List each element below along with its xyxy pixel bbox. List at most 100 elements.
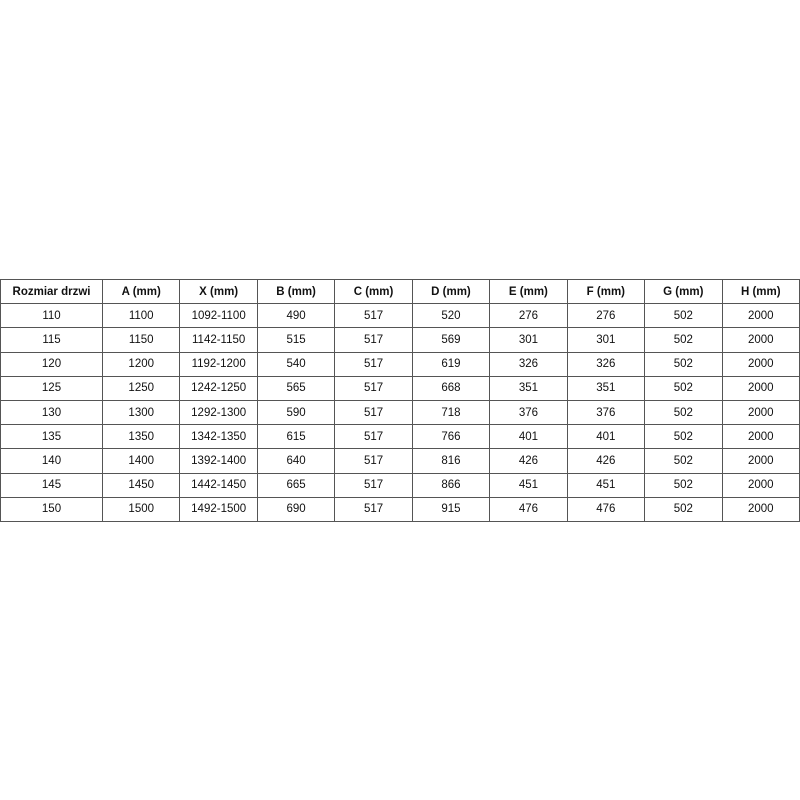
table-row: 145 1450 1442-1450 665 517 866 451 451 502 2000 xyxy=(0,472,800,498)
table-cell: 150 xyxy=(0,496,103,522)
table-cell: 517 xyxy=(334,448,413,474)
table-row: 110 1100 1092-1100 490 517 520 276 276 502 2000 xyxy=(0,303,800,329)
column-header: Rozmiar drzwi xyxy=(0,278,103,305)
table-cell: 2000 xyxy=(721,399,800,426)
table-cell: 502 xyxy=(644,424,723,450)
table-cell: 451 xyxy=(489,472,568,498)
table-row: 140 1400 1392-1400 640 517 816 426 426 502 2000 xyxy=(0,448,800,474)
table-cell: 1150 xyxy=(101,327,181,353)
table-row: 125 1250 1242-1250 565 517 668 351 351 502 2000 xyxy=(0,375,800,401)
table-cell: 502 xyxy=(644,303,723,329)
table-cell: 517 xyxy=(334,399,413,426)
table-cell: 2000 xyxy=(721,375,800,401)
table-cell: 668 xyxy=(411,375,491,401)
column-header: A (mm) xyxy=(101,278,181,305)
table-cell: 1292-1300 xyxy=(179,399,258,426)
column-header: E (mm) xyxy=(489,278,568,305)
table-cell: 276 xyxy=(566,303,646,329)
table-row: 120 1200 1192-1200 540 517 619 326 326 502 2000 xyxy=(0,351,800,377)
column-header: D (mm) xyxy=(411,278,491,305)
table-cell: 690 xyxy=(256,496,336,522)
table-cell: 569 xyxy=(411,327,491,353)
column-header: X (mm) xyxy=(179,278,258,305)
table-cell: 301 xyxy=(489,327,568,353)
table-cell: 1500 xyxy=(101,496,181,522)
table-cell: 517 xyxy=(334,351,413,377)
column-header: B (mm) xyxy=(256,278,336,305)
table-cell: 665 xyxy=(256,472,336,498)
table-row: 150 1500 1492-1500 690 517 915 476 476 502 2000 xyxy=(0,496,800,522)
table-cell: 590 xyxy=(256,399,336,426)
table-cell: 426 xyxy=(566,448,646,474)
table-cell: 915 xyxy=(411,496,491,522)
table-cell: 476 xyxy=(489,496,568,522)
table-cell: 1400 xyxy=(101,448,181,474)
table-cell: 2000 xyxy=(721,472,800,498)
table-cell: 451 xyxy=(566,472,646,498)
table-cell: 502 xyxy=(644,375,723,401)
table-cell: 1342-1350 xyxy=(179,424,258,450)
table-cell: 426 xyxy=(489,448,568,474)
table-cell: 502 xyxy=(644,327,723,353)
table-cell: 140 xyxy=(0,448,103,474)
table-cell: 718 xyxy=(411,399,491,426)
table-cell: 1442-1450 xyxy=(179,472,258,498)
table-cell: 2000 xyxy=(721,351,800,377)
table-cell: 1350 xyxy=(101,424,181,450)
table-cell: 125 xyxy=(0,375,103,401)
table-cell: 565 xyxy=(256,375,336,401)
table-cell: 490 xyxy=(256,303,336,329)
table-cell: 401 xyxy=(489,424,568,450)
table-cell: 120 xyxy=(0,351,103,377)
table-cell: 326 xyxy=(566,351,646,377)
table-cell: 115 xyxy=(0,327,103,353)
table-cell: 145 xyxy=(0,472,103,498)
dimensions-table: Rozmiar drzwi A (mm) X (mm) B (mm) C (mm) D (… xyxy=(0,278,800,522)
table-cell: 517 xyxy=(334,424,413,450)
table-cell: 326 xyxy=(489,351,568,377)
table-cell: 1100 xyxy=(101,303,181,329)
table-cell: 376 xyxy=(566,399,646,426)
table-cell: 2000 xyxy=(721,496,800,522)
table-cell: 351 xyxy=(566,375,646,401)
table-cell: 130 xyxy=(0,399,103,426)
table-cell: 110 xyxy=(0,303,103,329)
table-cell: 515 xyxy=(256,327,336,353)
table-cell: 540 xyxy=(256,351,336,377)
table-cell: 615 xyxy=(256,424,336,450)
table-row: 115 1150 1142-1150 515 517 569 301 301 502 2000 xyxy=(0,327,800,353)
table-cell: 502 xyxy=(644,448,723,474)
table-cell: 520 xyxy=(411,303,491,329)
table-cell: 1300 xyxy=(101,399,181,426)
table-cell: 2000 xyxy=(721,327,800,353)
table-cell: 619 xyxy=(411,351,491,377)
table-cell: 1492-1500 xyxy=(179,496,258,522)
table-cell: 866 xyxy=(411,472,491,498)
table-cell: 517 xyxy=(334,303,413,329)
table-cell: 766 xyxy=(411,424,491,450)
table-cell: 1392-1400 xyxy=(179,448,258,474)
column-header: C (mm) xyxy=(334,278,413,305)
table-cell: 517 xyxy=(334,327,413,353)
table-cell: 502 xyxy=(644,399,723,426)
table-cell: 2000 xyxy=(721,424,800,450)
table-cell: 502 xyxy=(644,496,723,522)
table-cell: 1450 xyxy=(101,472,181,498)
table-cell: 351 xyxy=(489,375,568,401)
table-cell: 1192-1200 xyxy=(179,351,258,377)
table-cell: 517 xyxy=(334,472,413,498)
table-cell: 476 xyxy=(566,496,646,522)
column-header: G (mm) xyxy=(644,278,723,305)
table-cell: 135 xyxy=(0,424,103,450)
table-cell: 502 xyxy=(644,472,723,498)
table-cell: 517 xyxy=(334,496,413,522)
table-cell: 517 xyxy=(334,375,413,401)
column-header: H (mm) xyxy=(721,278,800,305)
table-cell: 301 xyxy=(566,327,646,353)
table-cell: 1200 xyxy=(101,351,181,377)
table-cell: 816 xyxy=(411,448,491,474)
table-cell: 640 xyxy=(256,448,336,474)
table-cell: 276 xyxy=(489,303,568,329)
table-cell: 1242-1250 xyxy=(179,375,258,401)
table-cell: 401 xyxy=(566,424,646,450)
